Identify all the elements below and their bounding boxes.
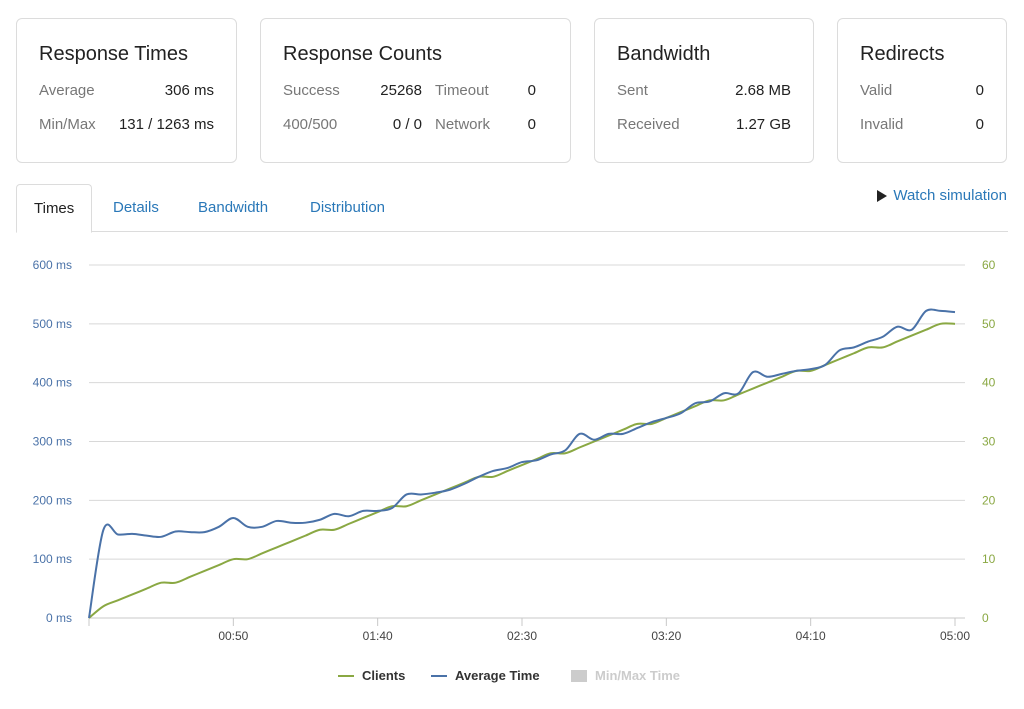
error-label: 400/500 [283,116,338,133]
tab-details[interactable]: Details [113,199,159,216]
sent-value: 2.68 MB [735,82,791,99]
redirects-title: Redirects [860,43,945,65]
bandwidth-title: Bandwidth [617,43,711,65]
legend-minmax-swatch [571,669,587,682]
y-left-tick-label: 600 ms [33,258,72,272]
tab-times[interactable]: Times [16,184,93,233]
response-times-title: Response Times [39,43,188,65]
y-right-tick-label: 20 [982,493,996,507]
network-value: 0 [527,116,536,133]
legend-average-time-swatch [431,674,447,677]
series-line-average-time [88,308,956,619]
minmax-label: Min/Max [39,116,96,133]
y-right-tick-label: 60 [982,258,996,272]
response-counts-card: Response Counts Success 25268 Timeout 0 … [260,18,571,163]
y-left-tick-label: 300 ms [33,435,72,449]
network-label: Network [435,116,491,133]
legend-clients[interactable]: Clients [338,668,405,683]
received-value: 1.27 GB [735,116,791,133]
legend-clients-swatch [338,674,354,677]
response-times-chart: 0 ms 100 ms 200 ms 300 ms 400 ms 500 ms 600 ms… [33,258,996,643]
tab-bandwidth[interactable]: Bandwidth [198,199,269,216]
y-left-tick-label: 200 ms [33,493,72,507]
success-label: Success [283,82,340,99]
minmax-value: 131 / 1263 ms [118,116,214,133]
y-right-tick-label: 50 [982,317,996,331]
response-times-card: Response Times Average 306 ms Min/Max 13… [16,18,237,163]
chart-legend: Clients Average Time Min/Max Time [0,668,1024,688]
success-value: 25268 [380,82,422,99]
valid-label: Valid [860,82,893,99]
legend-average-time[interactable]: Average Time [431,668,540,683]
valid-value: 0 [975,82,984,99]
invalid-value: 0 [975,116,984,133]
y-left-tick-label: 400 ms [33,376,72,390]
y-right-tick-label: 30 [982,435,996,449]
error-value: 0 / 0 [392,116,422,133]
legend-minmax-time[interactable]: Min/Max Time [571,668,680,683]
watch-simulation-link[interactable]: Watch simulation [877,187,1007,204]
y-left-tick-label: 100 ms [33,552,72,566]
timeout-value: 0 [527,82,536,99]
play-icon [877,189,888,202]
y-left-tick-label: 500 ms [33,317,72,331]
x-tick-label: 04:10 [796,629,826,643]
watch-simulation-label: Watch simulation [893,187,1007,204]
average-label: Average [39,82,95,99]
bandwidth-card: Bandwidth Sent 2.68 MB Received 1.27 GB [594,18,814,163]
x-tick-label: 03:20 [651,629,681,643]
x-tick-label: 00:50 [218,629,248,643]
x-tick-label: 05:00 [940,629,970,643]
legend-clients-label: Clients [362,668,406,683]
legend-minmax-label: Min/Max Time [595,668,681,683]
y-right-tick-label: 40 [982,376,996,390]
tab-distribution[interactable]: Distribution [310,199,386,216]
timeout-label: Timeout [435,82,489,99]
x-tick-label: 02:30 [507,629,537,643]
redirects-card: Redirects Valid 0 Invalid 0 [837,18,1007,163]
series-line-clients [88,322,956,619]
sent-label: Sent [617,82,648,99]
invalid-label: Invalid [860,116,904,133]
y-right-tick-label: 0 [982,611,989,625]
y-right-tick-label: 10 [982,552,996,566]
legend-average-time-label: Average Time [455,668,540,683]
chart-tabs: Times Details Bandwidth Distribution [16,184,1008,233]
average-value: 306 ms [164,82,214,99]
x-tick-label: 01:40 [363,629,393,643]
received-label: Received [617,116,680,133]
response-counts-title: Response Counts [283,43,442,65]
y-left-tick-label: 0 ms [46,611,72,625]
